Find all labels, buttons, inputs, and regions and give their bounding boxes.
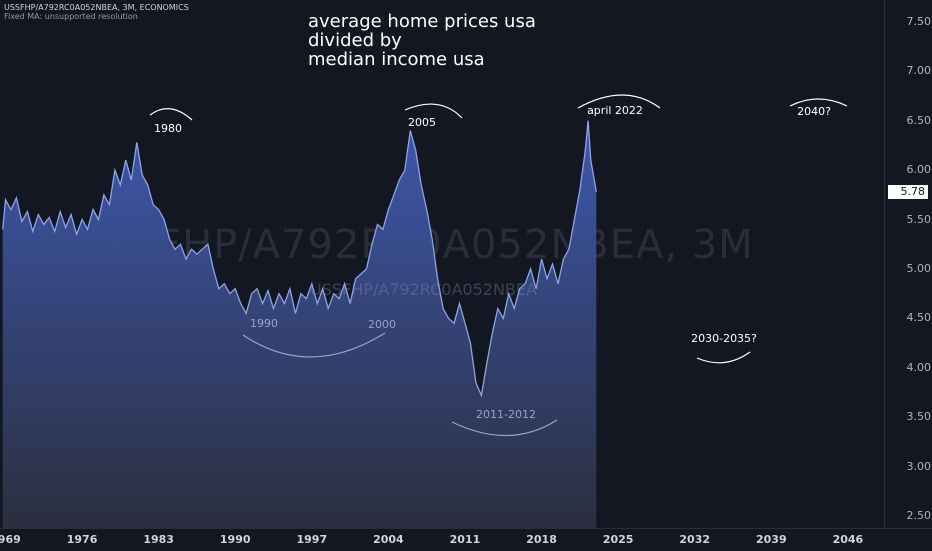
time-tick-label: 2032 (679, 533, 711, 546)
area-plot (2, 94, 848, 528)
symbol-info[interactable]: USSFHP/A792RC0A052NBEA, 3M, ECONOMICS (4, 3, 189, 12)
price-tick-label: 5.50 (906, 212, 932, 226)
price-line (2, 120, 597, 398)
annotation-2040: 2040? (797, 105, 831, 118)
chart-title: average home prices usa divided by media… (308, 12, 536, 69)
title-line-2: divided by (308, 30, 402, 51)
time-tick-label: 2004 (373, 533, 404, 546)
time-tick-label: 2011 (449, 533, 481, 546)
time-tick-label: 2025 (602, 533, 634, 546)
arc-2030-2035 (696, 351, 751, 364)
symbol-watermark-secondary: USSFHP/A792RC0A052NBEA (310, 280, 537, 299)
annotation-2000: 2000 (368, 318, 396, 331)
title-line-1: average home prices usa (308, 11, 536, 32)
arc-2011-2012 (451, 419, 558, 437)
time-tick-label: 2046 (832, 533, 864, 546)
time-tick-label: 1997 (296, 533, 328, 546)
price-tick-label: 5.00 (906, 261, 932, 275)
annotation-2011-2012: 2011-2012 (476, 408, 536, 421)
annotation-1980: 1980 (154, 122, 182, 135)
annotation-april-2022: april 2022 (587, 104, 643, 117)
price-tick-label: 4.50 (906, 311, 932, 325)
price-tick-label: 4.00 (906, 360, 932, 374)
time-tick-label: 1969 (0, 533, 21, 546)
title-line-3: median income usa (308, 49, 485, 70)
time-tick-label: 1983 (143, 533, 174, 546)
time-tick-label: 1976 (66, 533, 98, 546)
last-price-label: 5.78 (888, 184, 928, 199)
price-area (2, 120, 597, 528)
annotation-1990: 1990 (250, 317, 278, 330)
indicator-legend[interactable]: Fixed MA: unsupported resolution (4, 12, 138, 21)
arc-1980 (149, 108, 193, 121)
price-tick-label: 6.00 (906, 163, 932, 177)
price-tick-label: 2.50 (906, 509, 932, 523)
arc-2005 (404, 103, 463, 119)
price-tick-label: 6.50 (906, 113, 932, 127)
chart-pane[interactable]: USSFHP/A792RC0A052NBEA, 3M, ECONOMICS Fi… (0, 0, 884, 528)
price-tick-label: 7.50 (906, 14, 932, 28)
arc-april-2022 (577, 94, 661, 109)
time-tick-label: 1990 (219, 533, 251, 546)
price-tick-label: 7.00 (906, 64, 932, 78)
time-axis[interactable]: 1969 1976 1983 1990 1997 2004 2011 2018 2025 2032… (0, 528, 932, 551)
price-tick-label: 3.50 (906, 410, 932, 424)
annotation-2030-2035: 2030-2035? (691, 332, 757, 345)
price-axis[interactable]: 2.50 3.00 3.50 4.00 4.50 5.00 5.50 6.00 6.50 7.00… (884, 0, 932, 528)
arc-1990-2000 (242, 332, 386, 358)
price-tick-label: 3.00 (906, 459, 932, 473)
time-tick-label: 2018 (526, 533, 557, 546)
time-tick-label: 2039 (755, 533, 787, 546)
arc-2040 (789, 98, 848, 107)
annotation-2005: 2005 (408, 116, 436, 129)
